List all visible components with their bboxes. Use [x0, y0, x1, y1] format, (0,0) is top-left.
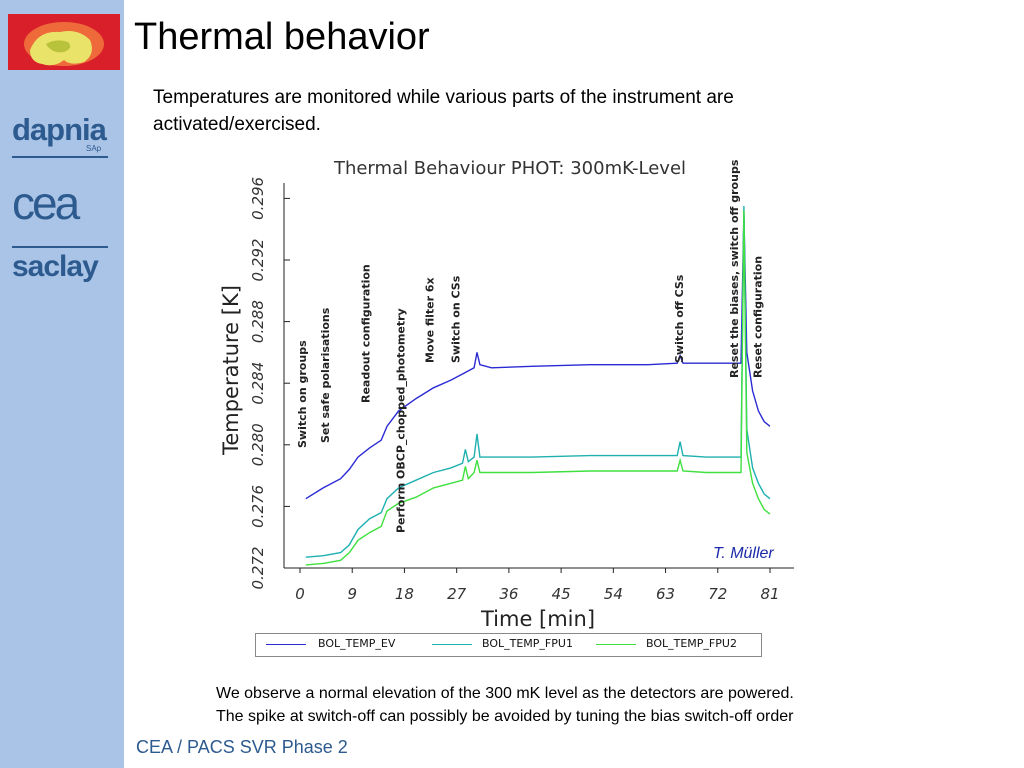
x-ticks: 0 9 18 27 36 45 54 63 72 81 — [295, 568, 780, 603]
x-tick-label: 45 — [552, 585, 571, 603]
x-tick-label: 0 — [295, 585, 305, 603]
thermal-chart: Thermal Behaviour PHOT: 300mK-Level 0.27… — [219, 158, 794, 631]
institute-logo-image — [8, 14, 120, 70]
annotation-label: Switch off CSs — [673, 274, 686, 363]
annotation-label: Readout configuration — [360, 264, 373, 403]
series-line-bol-temp-ev — [305, 213, 771, 500]
annotation-label: Switch on CSs — [450, 275, 463, 363]
conclusion-line-1: We observe a normal elevation of the 300… — [216, 685, 794, 702]
annotation-label: Move filter 6x — [423, 277, 436, 363]
saclay-logo: saclay — [12, 250, 99, 283]
author-credit: T. Müller — [713, 545, 774, 562]
x-tick-label: 36 — [499, 585, 518, 603]
logo-blob-icon — [8, 14, 120, 70]
dapnia-logo: dapnia — [12, 112, 107, 147]
annotation-label: Reset the biases, switch off groups — [728, 159, 741, 378]
y-axis-label: Temperature [K] — [219, 285, 243, 456]
y-tick-label: 0.280 — [249, 423, 267, 466]
dapnia-logo-sub: SAp — [86, 144, 102, 153]
annotations-group: Switch on groups Set safe polarisations Re… — [296, 159, 764, 533]
logo-divider — [12, 156, 108, 158]
legend-entry-ev: BOL_TEMP_EV — [318, 637, 396, 650]
x-tick-label: 18 — [395, 585, 414, 603]
y-tick-label: 0.276 — [249, 485, 267, 528]
slide-title: Thermal behavior — [134, 16, 430, 58]
x-tick-label: 72 — [708, 585, 727, 603]
annotation-label: Perform OBCP_chopped_photometry — [394, 308, 407, 533]
x-tick-label: 27 — [447, 585, 467, 603]
y-tick-label: 0.292 — [249, 239, 267, 282]
legend-entry-fpu1: BOL_TEMP_FPU1 — [482, 637, 573, 650]
intro-text: Temperatures are monitored while various… — [153, 87, 734, 135]
series-line-bol-temp-fpu2 — [305, 210, 771, 566]
x-tick-label: 54 — [604, 585, 623, 603]
legend-swatch-fpu2 — [596, 644, 636, 645]
cea-logo: cea — [12, 177, 80, 229]
y-tick-label: 0.284 — [249, 362, 267, 405]
annotation-label: Set safe polarisations — [319, 307, 332, 443]
legend-swatch-fpu1 — [432, 644, 472, 645]
chart-legend: BOL_TEMP_EV BOL_TEMP_FPU1 BOL_TEMP_FPU2 — [255, 633, 762, 657]
x-axis-label: Time [min] — [480, 607, 595, 631]
y-ticks: 0.272 0.276 0.280 0.284 0.288 0.292 0.296 — [249, 177, 290, 590]
series-group — [305, 206, 771, 566]
annotation-label: Reset configuration — [751, 256, 764, 378]
legend-swatch-ev — [266, 644, 306, 645]
sidebar: dapnia SAp cea saclay — [0, 0, 124, 768]
x-tick-label: 9 — [347, 585, 357, 603]
footer-text: CEA / PACS SVR Phase 2 — [136, 737, 348, 757]
conclusion-line-2: The spike at switch-off can possibly be … — [216, 708, 794, 725]
y-tick-label: 0.272 — [249, 547, 267, 590]
y-tick-label: 0.296 — [249, 177, 267, 220]
x-tick-label: 81 — [760, 585, 779, 603]
logo-divider — [12, 246, 108, 248]
x-tick-label: 63 — [656, 585, 675, 603]
y-tick-label: 0.288 — [249, 300, 267, 343]
chart-title: Thermal Behaviour PHOT: 300mK-Level — [333, 158, 686, 179]
legend-entry-fpu2: BOL_TEMP_FPU2 — [646, 637, 737, 650]
conclusion-text: We observe a normal elevation of the 300… — [216, 682, 976, 728]
series-line-bol-temp-fpu1 — [305, 206, 771, 558]
annotation-label: Switch on groups — [296, 340, 309, 448]
